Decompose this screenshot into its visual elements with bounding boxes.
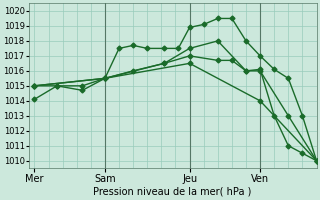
- X-axis label: Pression niveau de la mer( hPa ): Pression niveau de la mer( hPa ): [93, 187, 252, 197]
